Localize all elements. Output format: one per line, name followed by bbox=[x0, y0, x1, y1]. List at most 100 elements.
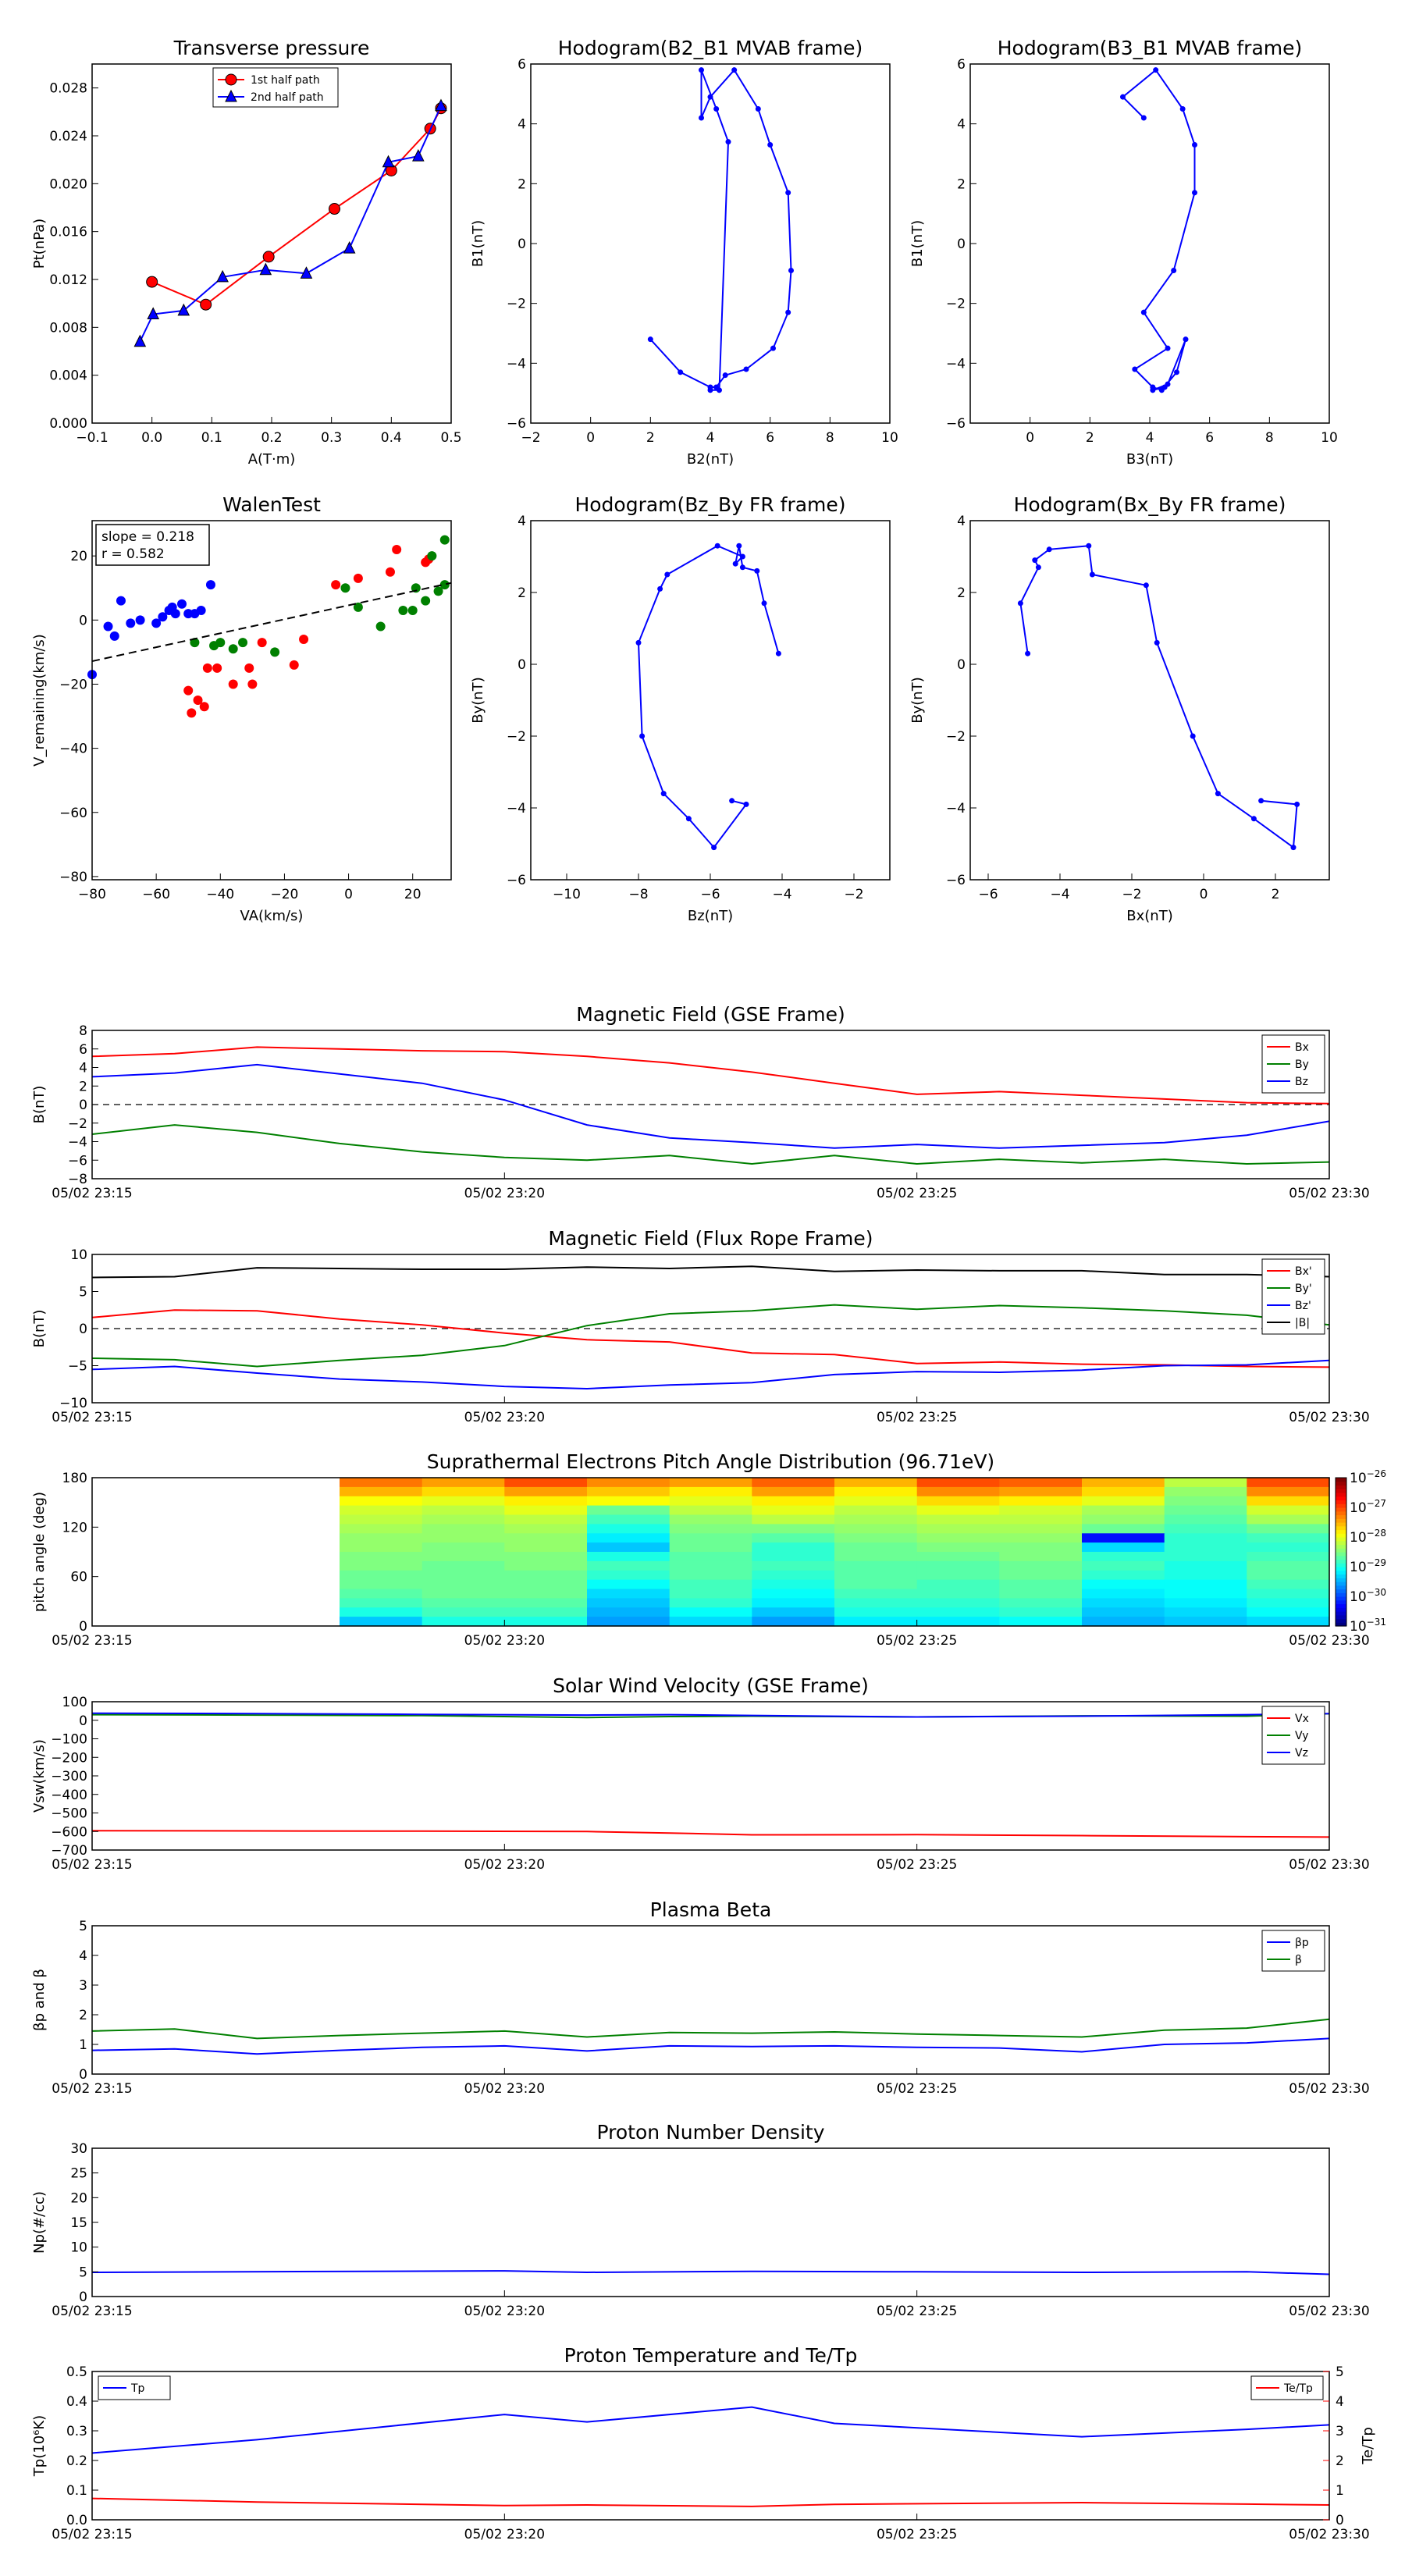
heatmap-cell bbox=[752, 1486, 835, 1497]
series-line bbox=[91, 1046, 1330, 1105]
data-point bbox=[109, 631, 119, 641]
data-point bbox=[244, 663, 254, 673]
legend-marker bbox=[225, 89, 237, 102]
heatmap-cell bbox=[1082, 1579, 1165, 1590]
heatmap-cell bbox=[1082, 1589, 1165, 1599]
heatmap-cell bbox=[1082, 1598, 1165, 1608]
panel-temp: Proton Temperature and Te/Tp 0.0 0.1 0.2 0.3… bbox=[31, 2344, 1376, 2542]
fit-line bbox=[91, 582, 452, 663]
data-point bbox=[1046, 546, 1052, 553]
annotation-frame bbox=[95, 524, 210, 566]
heatmap-cell bbox=[1164, 1617, 1247, 1627]
heatmap-cell bbox=[1164, 1478, 1247, 1488]
heatmap-cell bbox=[752, 1560, 835, 1571]
y-axis-label: βp and β bbox=[31, 1969, 48, 2031]
heatmap-cell bbox=[587, 1617, 670, 1627]
x-tick-label: 05/02 23:20 bbox=[464, 1857, 545, 1873]
heatmap-cell bbox=[999, 1552, 1083, 1562]
colorbar: 10−26 10−27 10−28 10−29 10−30 10−31 bbox=[1335, 1468, 1386, 1635]
heatmap-cell bbox=[834, 1552, 918, 1562]
panel-mfr: Magnetic Field (Flux Rope Frame) −10 −5 0 5 1… bbox=[31, 1227, 1370, 1425]
data-point bbox=[435, 98, 447, 112]
data-point bbox=[331, 580, 341, 590]
heatmap-cell bbox=[999, 1617, 1083, 1627]
heatmap-cell bbox=[422, 1533, 505, 1543]
heatmap-cell bbox=[587, 1560, 670, 1571]
x-tick-label: 05/02 23:25 bbox=[877, 2527, 957, 2542]
legend-label: |B| bbox=[1295, 1317, 1310, 1329]
panel-h3: Hodogram(Bz_By FR frame) −6 −4 −2 0 2 4 By(nT) −… bbox=[470, 493, 891, 924]
y-tick-label: −10 bbox=[59, 1396, 87, 1411]
data-point bbox=[1143, 582, 1149, 589]
heatmap-cell bbox=[504, 1524, 588, 1534]
heatmap-cell bbox=[669, 1579, 752, 1590]
heatmap-cell bbox=[1247, 1607, 1330, 1617]
heatmap-cell bbox=[587, 1542, 670, 1553]
colorbar-segment bbox=[1336, 1525, 1346, 1531]
heatmap-cell bbox=[504, 1598, 588, 1608]
panel-title: WalenTest bbox=[222, 493, 321, 516]
panel-np: Proton Number Density 0 5 10 15 20 25 30 Np(#/cc… bbox=[31, 2121, 1370, 2319]
colorbar-label: 10−30 bbox=[1350, 1587, 1386, 1605]
colorbar-segment bbox=[1336, 1544, 1346, 1549]
data-point bbox=[1154, 639, 1160, 646]
x-tick-label: 05/02 23:25 bbox=[877, 1857, 957, 1873]
data-point bbox=[1161, 384, 1168, 390]
series-line bbox=[91, 1124, 1330, 1165]
heatmap-cell bbox=[834, 1542, 918, 1553]
y-tick-label: 10 bbox=[70, 2240, 87, 2256]
y-tick-label: −40 bbox=[59, 742, 87, 757]
x-tick-label: 10 bbox=[1321, 430, 1338, 446]
y-tick-label: 0 bbox=[518, 237, 526, 252]
x-tick-label: 2 bbox=[1272, 887, 1280, 902]
x-tick-label: 05/02 23:20 bbox=[464, 1633, 545, 1649]
data-point bbox=[699, 67, 704, 73]
heatmap-cell bbox=[1164, 1514, 1247, 1525]
series-line bbox=[91, 2497, 1330, 2507]
x-tick-label: 05/02 23:30 bbox=[1289, 1633, 1369, 1649]
heatmap-cell bbox=[1247, 1533, 1330, 1543]
data-point bbox=[707, 387, 713, 393]
colorbar-segment bbox=[1336, 1537, 1346, 1542]
data-point bbox=[116, 596, 126, 606]
x-tick-label: 0.2 bbox=[261, 430, 282, 446]
data-point bbox=[1290, 845, 1297, 851]
heatmap-cell bbox=[1164, 1552, 1247, 1562]
heatmap-cell bbox=[504, 1579, 588, 1590]
x-tick-label: −2 bbox=[844, 887, 863, 902]
y-axis-label: Te/Tp bbox=[1360, 2427, 1376, 2465]
heatmap-cell bbox=[1164, 1579, 1247, 1590]
data-point bbox=[1183, 336, 1189, 343]
panel-title: Hodogram(Bz_By FR frame) bbox=[574, 493, 845, 516]
heatmap-cell bbox=[999, 1505, 1083, 1516]
data-point bbox=[1174, 369, 1179, 375]
data-point bbox=[439, 535, 450, 545]
panel-title: Transverse pressure bbox=[173, 37, 370, 59]
data-point bbox=[427, 551, 437, 561]
axes-frame bbox=[91, 520, 452, 881]
heatmap-cell bbox=[916, 1607, 1000, 1617]
data-point bbox=[1032, 557, 1038, 564]
heatmap-cell bbox=[999, 1478, 1083, 1488]
panel-pad: Suprathermal Electrons Pitch Angle Distr… bbox=[31, 1450, 1386, 1649]
heatmap-cell bbox=[916, 1542, 1000, 1553]
heatmap-cell bbox=[834, 1607, 918, 1617]
y-tick-label: 30 bbox=[70, 2141, 87, 2157]
heatmap-cell bbox=[834, 1560, 918, 1571]
data-point bbox=[739, 553, 745, 560]
data-point bbox=[193, 696, 203, 705]
data-point bbox=[411, 583, 421, 593]
x-tick-label: −2 bbox=[521, 430, 540, 446]
colorbar-segment bbox=[1336, 1496, 1346, 1501]
heatmap-cell bbox=[422, 1617, 505, 1627]
data-point bbox=[1120, 94, 1126, 100]
data-point bbox=[685, 816, 692, 822]
heatmap-cell bbox=[999, 1486, 1083, 1497]
axes-frame bbox=[91, 2147, 1330, 2297]
data-point bbox=[212, 663, 222, 673]
heatmap-cell bbox=[1164, 1533, 1247, 1543]
y-tick-label: 4 bbox=[1336, 2394, 1344, 2410]
heatmap-cell bbox=[1247, 1570, 1330, 1581]
legend-label: 2nd half path bbox=[251, 91, 324, 104]
y-tick-label: −8 bbox=[68, 1172, 87, 1187]
